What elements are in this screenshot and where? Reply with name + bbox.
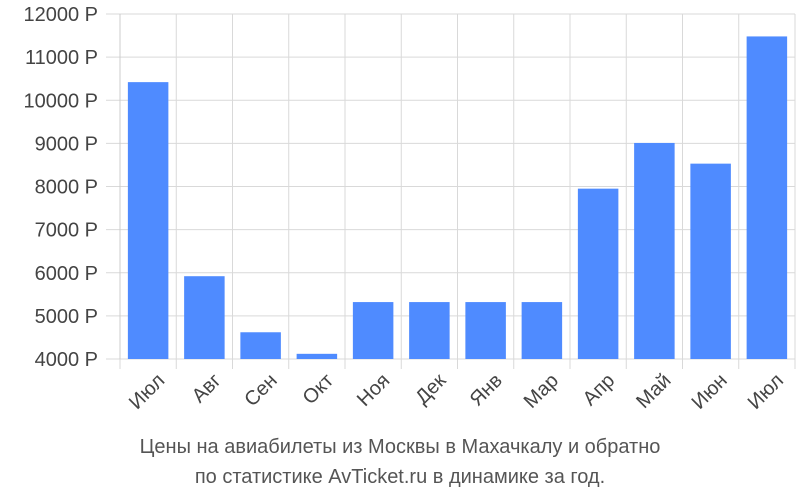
bar: [184, 276, 225, 359]
bar: [296, 353, 338, 359]
x-tick-label: Июн: [688, 370, 732, 414]
y-tick-label: 4000 Р: [35, 349, 98, 371]
grid-lines: [106, 13, 796, 369]
y-tick-label: 7000 Р: [35, 220, 98, 242]
x-axis: Июл Авг Сен Окт Ноя Дек Янв Мар Апр Май Июн Июл: [125, 369, 788, 413]
bars: [127, 36, 788, 360]
y-tick-label: 11000 Р: [25, 47, 98, 69]
x-tick-label: Янв: [466, 370, 507, 411]
y-tick-label: 8000 Р: [35, 177, 98, 199]
chart-caption-line-1: Цены на авиабилеты из Москвы в Махачкалу…: [139, 436, 661, 458]
bar: [127, 82, 169, 359]
bar: [352, 302, 394, 359]
y-tick-label: 10000 Р: [23, 90, 98, 112]
bar: [240, 332, 281, 359]
bar: [634, 142, 675, 359]
x-tick-label: Авг: [188, 370, 226, 408]
x-tick-label: Апр: [579, 370, 620, 411]
bar: [409, 302, 450, 359]
x-tick-label: Июл: [125, 370, 169, 414]
bar: [465, 302, 506, 359]
y-axis: 4000 Р 5000 Р 6000 Р 7000 Р 8000 Р 9000 Р 1000…: [23, 4, 121, 371]
chart-caption-line-2: по статистике AvTicket.ru в динамике за …: [194, 466, 606, 488]
bar: [746, 36, 788, 360]
x-tick-label: Май: [632, 370, 675, 413]
bar: [521, 302, 563, 359]
x-tick-label: Мар: [520, 370, 563, 413]
bar: [577, 188, 619, 359]
y-tick-label: 5000 Р: [35, 306, 98, 328]
y-tick-label: 9000 Р: [35, 133, 98, 155]
x-tick-label: Сен: [240, 370, 281, 411]
x-tick-label: Июл: [744, 370, 788, 414]
x-tick-label: Дек: [411, 369, 450, 408]
y-tick-label: 6000 Р: [35, 263, 98, 285]
x-tick-label: Окт: [299, 370, 338, 409]
y-tick-label: 12000 Р: [23, 4, 98, 26]
bar: [690, 163, 731, 359]
bar-chart: 4000 Р 5000 Р 6000 Р 7000 Р 8000 Р 9000 Р 1000…: [23, 4, 796, 414]
x-tick-label: Ноя: [353, 370, 394, 411]
